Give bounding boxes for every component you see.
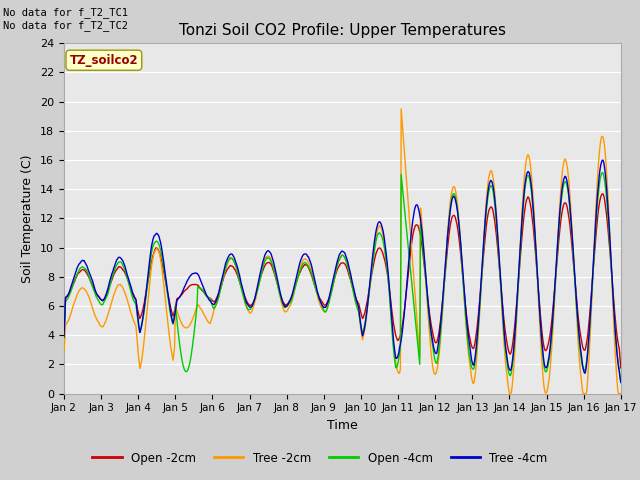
Title: Tonzi Soil CO2 Profile: Upper Temperatures: Tonzi Soil CO2 Profile: Upper Temperatur… <box>179 23 506 38</box>
Text: No data for f_T2_TC1
No data for f_T2_TC2: No data for f_T2_TC1 No data for f_T2_TC… <box>3 7 128 31</box>
Text: TZ_soilco2: TZ_soilco2 <box>70 54 138 67</box>
X-axis label: Time: Time <box>327 419 358 432</box>
Legend: Open -2cm, Tree -2cm, Open -4cm, Tree -4cm: Open -2cm, Tree -2cm, Open -4cm, Tree -4… <box>88 447 552 469</box>
Y-axis label: Soil Temperature (C): Soil Temperature (C) <box>22 154 35 283</box>
